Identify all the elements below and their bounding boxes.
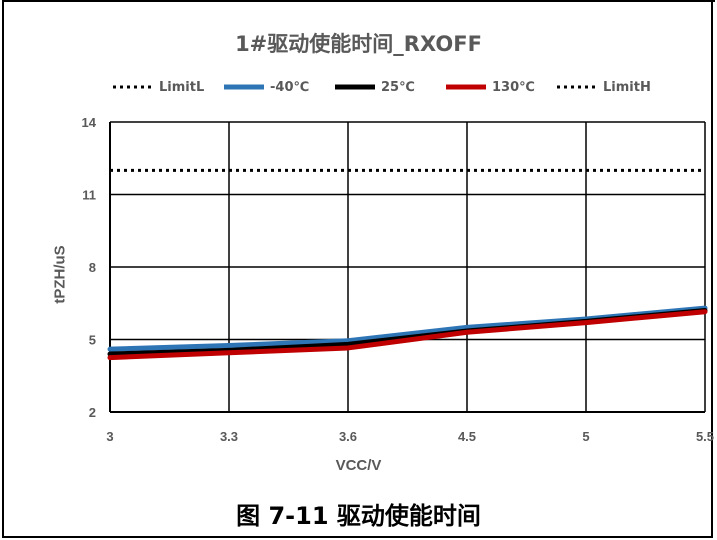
x-tick-label: 5 bbox=[582, 429, 589, 444]
x-tick-label: 3 bbox=[106, 429, 113, 444]
legend-item-limith: LimitH bbox=[555, 76, 651, 98]
x-tick-label: 3.3 bbox=[220, 429, 238, 444]
legend-label-25c: 25℃ bbox=[381, 79, 415, 95]
series-line-3 bbox=[107, 309, 708, 361]
frame-top-border bbox=[2, 0, 715, 2]
y-tick-label: 5 bbox=[89, 333, 96, 348]
legend-label-limith: LimitH bbox=[603, 79, 651, 95]
legend-swatch-130c bbox=[446, 84, 486, 90]
x-axis-title: VCC/V bbox=[335, 457, 382, 474]
legend-label-130c: 130℃ bbox=[492, 79, 535, 95]
chart-legend: LimitL -40℃ 25℃ 130℃ LimitH bbox=[0, 76, 717, 98]
chart-title: 1#驱动使能时间_RXOFF bbox=[235, 32, 482, 56]
y-axis-title: tPZH/uS bbox=[51, 245, 69, 304]
series-lines bbox=[107, 168, 708, 361]
figure-caption: 图 7-11 驱动使能时间 bbox=[236, 502, 481, 530]
legend-label-limitl: LimitL bbox=[159, 79, 205, 95]
legend-item-130c: 130℃ bbox=[444, 76, 535, 98]
y-tick-label: 8 bbox=[89, 260, 96, 275]
tick-labels: 2 5 8 11 14 3 3.3 3.6 4.5 5 5.5 bbox=[82, 115, 715, 444]
y-tick-label: 14 bbox=[82, 115, 97, 130]
legend-label-minus40: -40℃ bbox=[270, 79, 310, 95]
series-line-1 bbox=[107, 305, 708, 352]
x-tick-label: 3.6 bbox=[339, 429, 357, 444]
legend-item-25c: 25℃ bbox=[333, 76, 415, 98]
gridlines bbox=[109, 121, 706, 413]
legend-item-minus40: -40℃ bbox=[222, 76, 309, 98]
x-tick-label: 5.5 bbox=[696, 429, 714, 444]
legend-swatch-minus40 bbox=[224, 84, 264, 90]
legend-item-limitl: LimitL bbox=[111, 76, 204, 98]
x-tick-label: 4.5 bbox=[458, 429, 476, 444]
legend-swatch-25c bbox=[335, 84, 375, 90]
y-tick-label: 2 bbox=[89, 405, 96, 420]
y-tick-label: 11 bbox=[82, 188, 96, 203]
